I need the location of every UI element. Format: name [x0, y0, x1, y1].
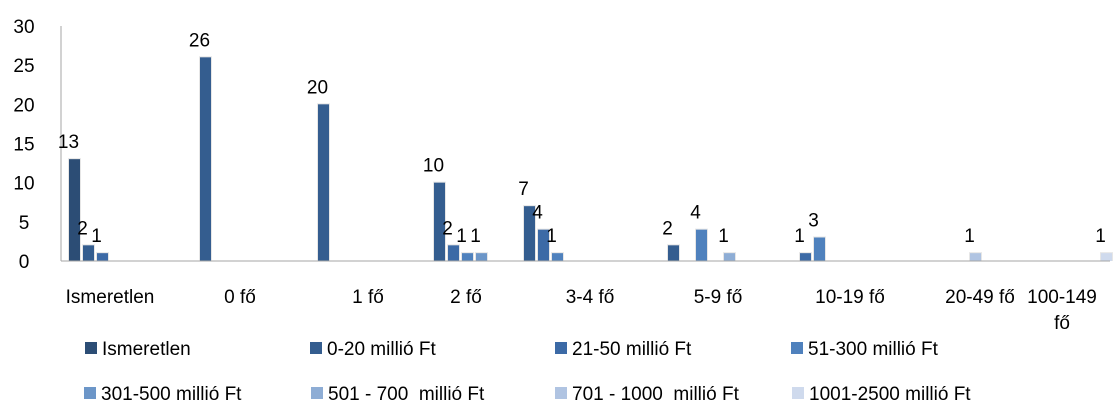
data-label: 1	[470, 226, 481, 247]
data-label: 1	[1095, 226, 1106, 247]
legend-item: 501 - 700 millió Ft	[311, 384, 485, 405]
bar	[970, 253, 981, 261]
bar	[97, 253, 108, 261]
legend-label: 51-300 millió Ft	[808, 339, 939, 360]
legend-swatch	[311, 387, 323, 399]
bar	[448, 245, 459, 261]
x-tick-label-line: 2 fő	[450, 287, 482, 308]
data-label: 20	[307, 77, 328, 98]
x-axis: Ismeretlen 0 fő 1 fő 2 fő 3-4 fő 5-9 fő 10-19 …	[61, 260, 1110, 334]
legend-label: 21-50 millió Ft	[572, 339, 692, 360]
data-label: 3	[808, 211, 819, 232]
legend-swatch	[555, 387, 567, 399]
x-tick-label: Ismeretlen	[66, 287, 155, 308]
x-tick-label: 1 fő	[352, 287, 384, 308]
y-tick-label: 20	[13, 95, 34, 116]
legend-label: 1001-2500 millió Ft	[809, 384, 971, 405]
data-label: 4	[532, 203, 543, 224]
legend-item: Ismeretlen	[85, 339, 191, 360]
data-label: 4	[690, 203, 701, 224]
y-tick-label: 25	[13, 56, 34, 77]
x-tick-label: 5-9 fő	[694, 287, 743, 308]
bar	[524, 206, 535, 261]
bar	[83, 245, 94, 261]
data-label: 1	[546, 226, 557, 247]
bar	[724, 253, 735, 261]
data-label: 1	[91, 226, 102, 247]
x-tick-label: 0 fő	[224, 287, 256, 308]
x-tick-label-line: fő	[1054, 313, 1070, 334]
data-label: 1	[964, 226, 975, 247]
data-label: 1	[456, 226, 467, 247]
x-tick-label: 3-4 fő	[566, 287, 615, 308]
legend-swatch	[792, 387, 804, 399]
legend-label: 0-20 millió Ft	[327, 339, 436, 360]
data-label: 10	[423, 156, 444, 177]
data-label: 2	[77, 218, 88, 239]
y-tick-label: 0	[19, 252, 30, 273]
data-label: 1	[718, 226, 729, 247]
data-label: 1	[794, 226, 805, 247]
legend-swatch	[310, 342, 322, 354]
legend-label: 701 - 1000 millió Ft	[572, 384, 740, 405]
legend-item: 0-20 millió Ft	[310, 339, 436, 360]
legend-item: 701 - 1000 millió Ft	[555, 384, 740, 405]
bar	[552, 253, 563, 261]
legend-swatch	[555, 342, 567, 354]
x-tick-label: 2 fő	[450, 287, 482, 308]
y-tick-label: 10	[13, 174, 34, 195]
bar	[800, 253, 811, 261]
bar	[814, 237, 825, 261]
x-tick-label-line: Ismeretlen	[66, 287, 155, 308]
legend-item: 1001-2500 millió Ft	[792, 384, 971, 405]
bar	[318, 104, 329, 261]
data-label: 13	[58, 132, 79, 153]
y-tick-label: 5	[19, 213, 30, 234]
legend-label: 501 - 700 millió Ft	[328, 384, 485, 405]
legend-swatch	[85, 342, 97, 354]
data-label: 2	[442, 218, 453, 239]
data-label: 7	[518, 179, 529, 200]
bar	[696, 229, 707, 261]
x-tick-label: 10-19 fő	[815, 287, 885, 308]
x-tick-label-line: 5-9 fő	[694, 287, 743, 308]
legend-swatch	[791, 342, 803, 354]
x-tick-label-line: 10-19 fő	[815, 287, 885, 308]
legend: Ismeretlen 0-20 millió Ft 21-50 millió Ft 5…	[84, 339, 971, 405]
bar	[434, 182, 445, 261]
bar	[668, 245, 679, 261]
legend-item: 301-500 millió Ft	[84, 384, 242, 405]
x-tick-label: 100-149 fő	[1027, 287, 1097, 334]
y-tick-label: 15	[13, 135, 34, 156]
bar	[462, 253, 473, 261]
x-tick-label-line: 3-4 fő	[566, 287, 615, 308]
bar	[69, 159, 80, 261]
legend-label: Ismeretlen	[102, 339, 191, 360]
bar	[476, 253, 487, 261]
x-tick-label-line: 20-49 fő	[945, 287, 1015, 308]
legend-label: 301-500 millió Ft	[101, 384, 242, 405]
data-label: 2	[662, 218, 673, 239]
bar	[200, 57, 211, 262]
bars	[68, 56, 1113, 262]
legend-item: 51-300 millió Ft	[791, 339, 939, 360]
x-tick-label: 20-49 fő	[945, 287, 1015, 308]
x-tick-label-line: 100-149	[1027, 287, 1097, 308]
x-tick-label-line: 1 fő	[352, 287, 384, 308]
bar	[1101, 253, 1112, 261]
y-tick-label: 30	[13, 17, 34, 38]
x-tick-label-line: 0 fő	[224, 287, 256, 308]
bar	[538, 229, 549, 261]
legend-swatch	[84, 387, 96, 399]
data-label: 26	[189, 30, 210, 51]
legend-item: 21-50 millió Ft	[555, 339, 692, 360]
y-axis: 0 5 10 15 20 25 30	[13, 17, 62, 273]
